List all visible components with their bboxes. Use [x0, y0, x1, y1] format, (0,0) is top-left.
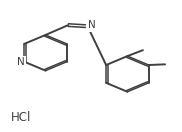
Text: N: N [88, 20, 96, 30]
Text: N: N [17, 57, 25, 67]
Text: HCl: HCl [11, 111, 31, 124]
